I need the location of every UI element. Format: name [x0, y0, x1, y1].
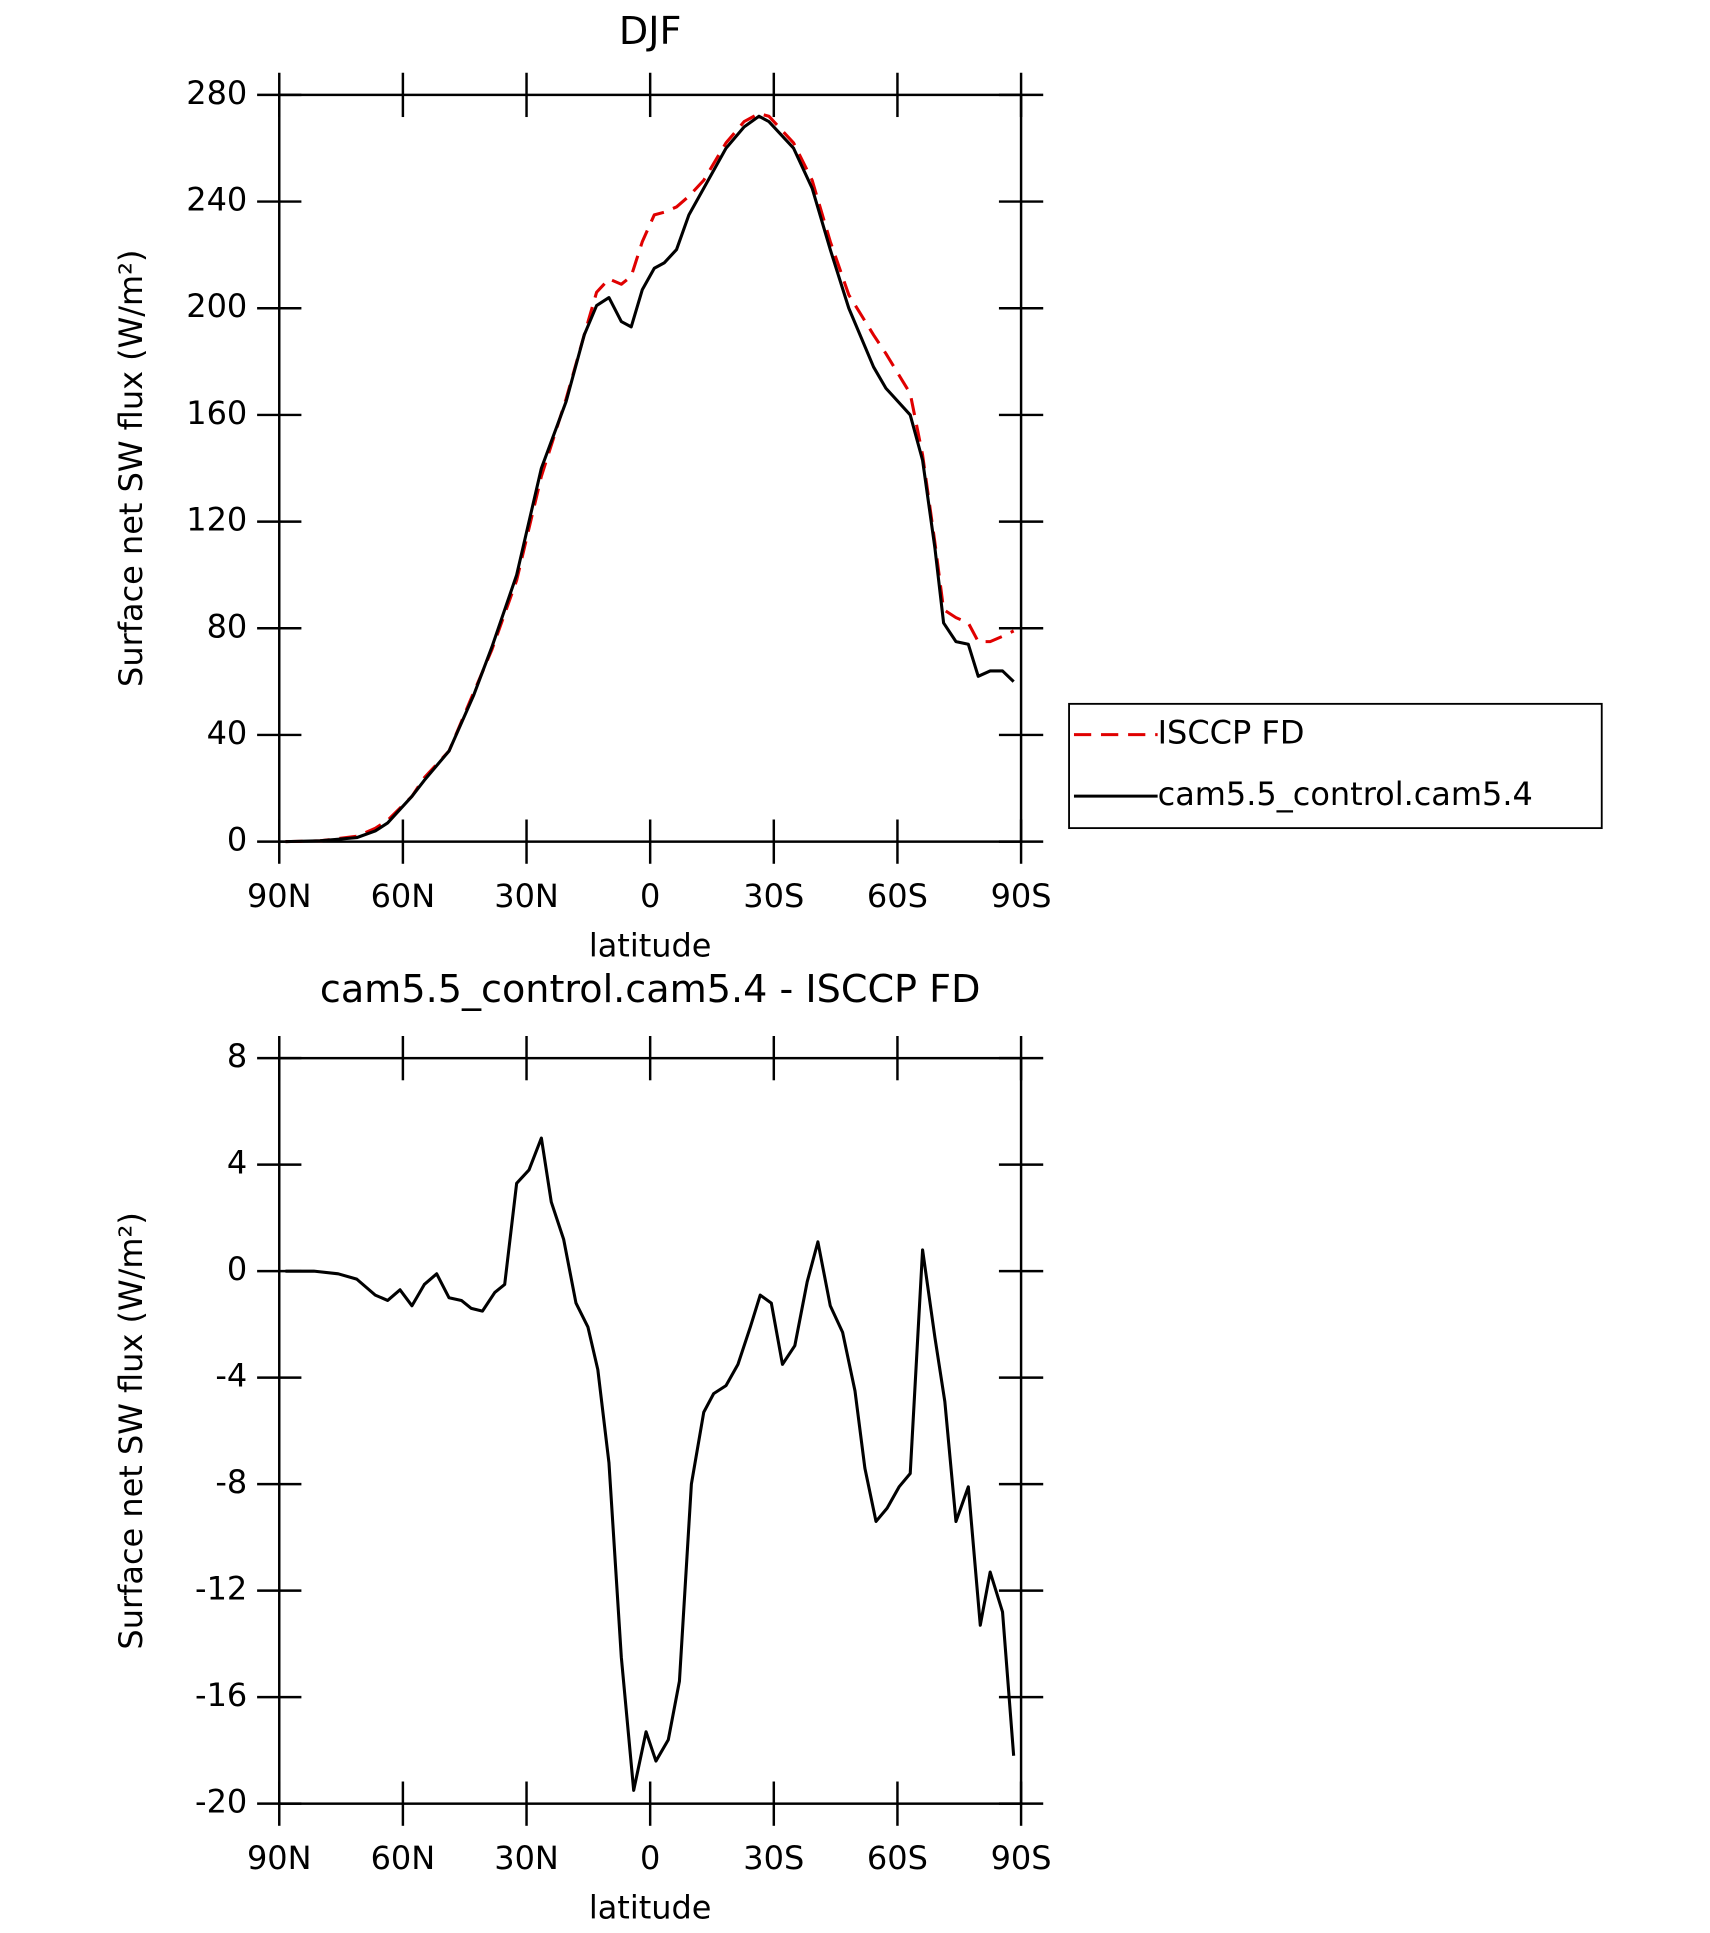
x-tick-label: 60N: [371, 877, 436, 915]
y-tick-label: 8: [227, 1037, 247, 1075]
data-line: [285, 114, 1015, 844]
chart-title: cam5.5_control.cam5.4 - ISCCP FD: [320, 967, 981, 1011]
x-tick-label: 0: [640, 877, 660, 915]
y-tick-label: 160: [186, 394, 247, 432]
y-tick-label: 200: [186, 287, 247, 325]
x-tick-label: 30S: [743, 1839, 804, 1877]
chart-title: DJF: [619, 9, 682, 53]
y-tick-label: 4: [227, 1144, 247, 1182]
plot-frame: [278, 93, 1023, 843]
y-axis-label: Surface net SW flux (W/m²): [112, 1212, 150, 1649]
plot-frame: [278, 1056, 1023, 1805]
y-tick-label: -20: [195, 1783, 247, 1821]
y-axis-label: Surface net SW flux (W/m²): [112, 250, 150, 687]
x-tick-label: 0: [640, 1839, 660, 1877]
data-line: [285, 112, 1015, 844]
x-tick-label: 90N: [247, 877, 312, 915]
y-tick-label: 240: [186, 181, 247, 219]
y-tick-label: -16: [195, 1676, 247, 1714]
x-tick-label: 30N: [494, 1839, 559, 1877]
x-axis-label: latitude: [589, 1888, 712, 1926]
legend-label: cam5.5_control.cam5.4: [1158, 775, 1533, 813]
x-tick-label: 90S: [991, 877, 1052, 915]
x-tick-label: 60S: [867, 877, 928, 915]
y-tick-label: 80: [207, 607, 248, 645]
legend-box: [1068, 702, 1603, 830]
legend-label: ISCCP FD: [1158, 714, 1305, 752]
y-tick-label: 0: [227, 1250, 247, 1288]
x-axis-label: latitude: [589, 926, 712, 964]
y-tick-label: 40: [207, 714, 248, 752]
y-tick-label: -8: [215, 1463, 247, 1501]
x-tick-label: 30N: [494, 877, 559, 915]
x-tick-label: 90S: [991, 1839, 1052, 1877]
y-tick-label: 120: [186, 501, 247, 539]
data-line: [285, 1136, 1016, 1792]
x-tick-label: 90N: [247, 1839, 312, 1877]
y-tick-label: -4: [215, 1357, 247, 1395]
x-tick-label: 30S: [743, 877, 804, 915]
y-tick-label: -12: [195, 1570, 247, 1608]
x-tick-label: 60N: [371, 1839, 436, 1877]
y-tick-label: 280: [186, 74, 247, 112]
y-tick-label: 0: [227, 821, 247, 859]
x-tick-label: 60S: [867, 1839, 928, 1877]
